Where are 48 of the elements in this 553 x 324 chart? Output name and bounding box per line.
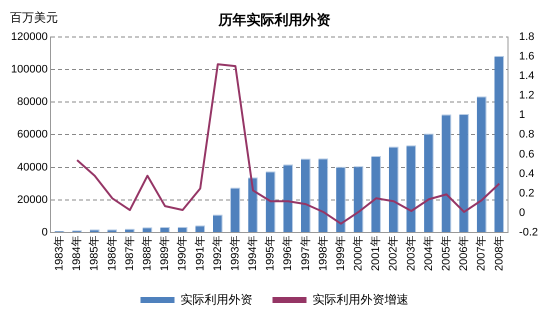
x-tick-label: 1991年 bbox=[194, 236, 206, 272]
x-tick-label: 2001年 bbox=[370, 236, 382, 272]
y2-tick-label: 0.2 bbox=[519, 187, 534, 200]
y2-tick-label: -0.2 bbox=[519, 226, 538, 239]
x-tick-label: 1990年 bbox=[176, 236, 189, 272]
y-tick-label: 0 bbox=[42, 226, 48, 239]
chart-title: 历年实际利用外资 bbox=[218, 11, 330, 28]
x-tick-label: 1999年 bbox=[334, 236, 347, 272]
x-tick-label: 1987年 bbox=[124, 236, 136, 272]
x-tick-label: 1997年 bbox=[300, 236, 312, 272]
x-tick-label: 1986年 bbox=[106, 236, 118, 272]
x-tick-label: 2003年 bbox=[405, 236, 418, 272]
x-tick-label: 2008年 bbox=[493, 236, 506, 272]
x-tick-label: 1992年 bbox=[212, 236, 224, 272]
x-tick-label: 1989年 bbox=[159, 236, 172, 272]
x-tick-label: 1984年 bbox=[71, 236, 84, 272]
x-tick-label: 1998年 bbox=[317, 236, 330, 272]
x-tick-label: 1983年 bbox=[54, 236, 66, 272]
y-tick-label: 20000 bbox=[17, 194, 48, 206]
x-tick-label: 1996年 bbox=[282, 236, 294, 272]
y-axis-title: 百万美元 bbox=[10, 10, 58, 24]
x-tick-label: 1994年 bbox=[247, 236, 260, 272]
y2-tick-label: 0 bbox=[519, 206, 526, 219]
y-tick-label: 60000 bbox=[17, 128, 48, 141]
x-tick-label: 2006年 bbox=[458, 236, 470, 272]
y2-tick-label: 1 bbox=[519, 109, 526, 122]
x-tick-label: 2004年 bbox=[422, 236, 435, 272]
y2-tick-label: 0.6 bbox=[519, 148, 534, 160]
y2-tick-label: 1.2 bbox=[519, 90, 534, 102]
x-tick-label: 1995年 bbox=[264, 236, 277, 272]
y2-tick-label: 1.6 bbox=[519, 50, 534, 62]
y-tick-label: 100000 bbox=[10, 63, 48, 76]
y2-tick-label: 1.8 bbox=[519, 30, 534, 43]
x-tick-label: 2007年 bbox=[476, 236, 488, 272]
y-tick-label: 120000 bbox=[10, 30, 48, 43]
legend-label: 实际利用外资增速 bbox=[312, 292, 408, 306]
y2-tick-label: 0.8 bbox=[519, 128, 534, 141]
x-tick-label: 1988年 bbox=[141, 236, 154, 272]
x-tick-label: 2005年 bbox=[440, 236, 453, 272]
x-tick-label: 2000年 bbox=[352, 236, 365, 272]
y2-tick-label: 1.4 bbox=[519, 70, 534, 82]
y-tick-label: 40000 bbox=[17, 161, 48, 174]
y2-tick-label: 0.4 bbox=[519, 168, 534, 180]
x-tick-label: 1993年 bbox=[229, 236, 242, 272]
legend-label: 实际利用外资 bbox=[180, 292, 252, 306]
x-tick-label: 1985年 bbox=[88, 236, 101, 272]
x-tick-label: 2002年 bbox=[388, 236, 400, 272]
y-tick-label: 80000 bbox=[17, 96, 48, 108]
